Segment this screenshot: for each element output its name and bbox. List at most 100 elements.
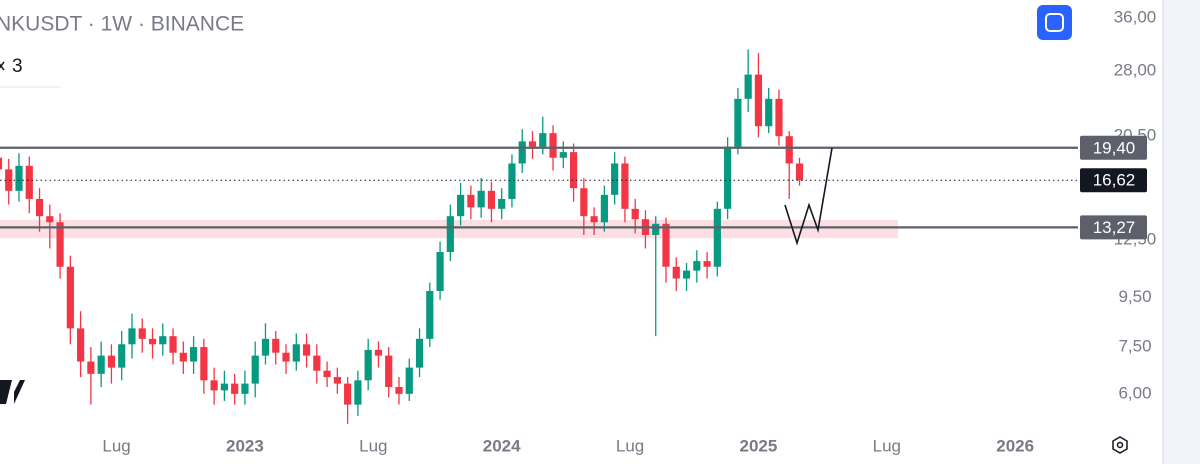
candle-body	[344, 383, 352, 405]
candle-body	[333, 377, 341, 384]
candle-body	[744, 74, 752, 99]
candle-body	[600, 194, 608, 223]
candle-body	[35, 198, 44, 217]
candle-body	[549, 133, 557, 158]
candle-body	[426, 290, 434, 339]
candle-body	[477, 190, 485, 208]
candle-body	[457, 194, 465, 217]
candle-body	[436, 252, 444, 291]
candle-body	[487, 190, 496, 209]
price-label-box	[1080, 215, 1147, 240]
candle-body	[169, 336, 177, 353]
tv-logo	[0, 380, 25, 404]
candle-body	[713, 208, 721, 267]
candle-body	[138, 328, 146, 339]
candle-body	[46, 216, 54, 223]
candle-body	[107, 355, 116, 368]
candle-body	[159, 336, 167, 345]
x-tick-label: 2025	[740, 436, 778, 455]
candle-body	[118, 344, 126, 368]
candle-body	[682, 270, 691, 279]
candle-body	[652, 223, 660, 235]
candle-body	[313, 355, 321, 371]
candle-body	[323, 370, 331, 378]
price-label: 16,62	[1093, 171, 1136, 190]
candle-body	[785, 136, 793, 164]
candle-body	[518, 141, 526, 164]
x-tick-label: 2026	[996, 436, 1034, 455]
candle-body	[754, 74, 763, 127]
candle-body	[15, 165, 23, 191]
candle-body	[97, 355, 105, 374]
indicator-count[interactable]: 3	[12, 56, 23, 77]
candle-body	[559, 152, 567, 158]
x-tick-label: Lug	[616, 436, 644, 455]
w-drawing	[784, 147, 833, 246]
candle-body	[395, 386, 403, 394]
candle-body	[415, 338, 424, 368]
candle-body	[241, 383, 249, 394]
candle-body	[539, 133, 547, 147]
candle-body	[734, 98, 742, 147]
candle-body	[282, 352, 290, 362]
indicator-chevron[interactable]	[0, 61, 5, 71]
candle-body	[672, 266, 680, 279]
candle-body	[590, 216, 598, 223]
candle-body	[128, 328, 136, 345]
candle-body	[179, 352, 187, 362]
candle-body	[0, 157, 3, 170]
candle-body	[200, 347, 208, 381]
candle-body	[765, 98, 773, 127]
x-tick-label: 2024	[483, 436, 521, 455]
candle-body	[385, 355, 393, 387]
symbol-title: NKUSDT · 1W · BINANCE	[0, 13, 244, 36]
candle-body	[25, 165, 33, 199]
x-tick-label: 2023	[226, 436, 264, 455]
y-tick-label: 6,00	[1118, 383, 1151, 402]
candle-body	[231, 383, 239, 394]
candle-body	[56, 222, 64, 267]
price-label: 19,40	[1093, 138, 1136, 157]
y-tick-label: 9,50	[1118, 287, 1151, 306]
candle-body	[446, 216, 454, 253]
candle-body	[354, 380, 362, 405]
candle-body	[292, 344, 300, 362]
candle-body	[87, 361, 95, 374]
candle-body	[77, 328, 85, 362]
candle-body	[795, 163, 804, 181]
candle-body	[703, 261, 711, 267]
fullscreen-icon	[1045, 13, 1064, 32]
candle-body	[467, 194, 475, 208]
candle-body	[189, 347, 198, 362]
x-tick-label: Lug	[359, 436, 387, 455]
price-label-box	[1080, 135, 1147, 160]
candle-body	[631, 208, 639, 220]
x-tick-label: Lug	[873, 436, 901, 455]
y-tick-label: 36,00	[1114, 8, 1157, 27]
candle-body	[662, 223, 670, 267]
candle-body	[210, 380, 218, 391]
settings-icon-center	[1116, 441, 1124, 449]
x-tick-label: Lug	[102, 436, 130, 455]
candle-body	[405, 367, 413, 394]
candle-body	[724, 146, 732, 209]
candle-body	[611, 163, 619, 195]
candle-body	[364, 349, 372, 381]
candle-body	[498, 198, 506, 209]
plot-area	[0, 49, 1078, 424]
candle-body	[580, 188, 588, 217]
side-strip	[1163, 0, 1200, 464]
fullscreen-button[interactable]	[1037, 5, 1072, 40]
candle-body	[148, 338, 157, 345]
settings-icon[interactable]	[1112, 436, 1128, 454]
y-tick-label: 28,00	[1114, 60, 1157, 79]
candle-body	[374, 349, 383, 356]
price-label: 13,27	[1093, 218, 1136, 237]
candle-body	[302, 344, 311, 356]
candle-body	[621, 163, 629, 209]
candle-body	[693, 261, 701, 271]
candle-body	[261, 338, 270, 356]
candle-body	[528, 141, 537, 147]
y-tick-label: 7,50	[1118, 337, 1151, 356]
